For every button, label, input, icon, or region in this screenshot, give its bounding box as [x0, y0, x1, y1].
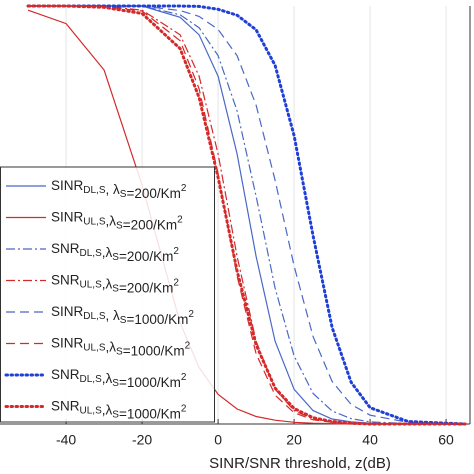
legend-label: SNRUL,S,λS=200/Km2	[51, 272, 179, 295]
legend-label: SNRDL,S,λS=200/Km2	[51, 241, 179, 264]
legend-box	[0, 166, 215, 423]
legend-label: SNRDL,S,λS=1000/Km2	[51, 367, 187, 390]
series-line	[28, 5, 466, 425]
legend-label: SINRUL,S,λS=1000/Km2	[51, 335, 191, 358]
legend-label: SINRDL,S, λS=1000/Km2	[51, 304, 194, 327]
x-tick-label: -20	[132, 432, 152, 448]
x-axis-label: SINR/SNR threshold, z(dB)	[209, 455, 391, 472]
legend-label: SINRDL,S, λS=200/Km2	[51, 178, 187, 201]
legend-label: SINRUL,S,λS=200/Km2	[51, 209, 183, 232]
legend: SINRDL,S, λS=200/Km2 SINRUL,S,λS=200/Km2 S…	[0, 166, 215, 423]
x-tick-label: 60	[438, 432, 454, 448]
legend-label: SNRUL,S,λS=1000/Km2	[51, 398, 187, 421]
x-tick-label: 20	[286, 432, 302, 448]
x-tick-label: 0	[214, 432, 222, 448]
series-line	[26, 4, 467, 426]
x-tick-label: -40	[56, 432, 76, 448]
x-tick-label: 40	[362, 432, 378, 448]
series-line	[26, 4, 467, 426]
